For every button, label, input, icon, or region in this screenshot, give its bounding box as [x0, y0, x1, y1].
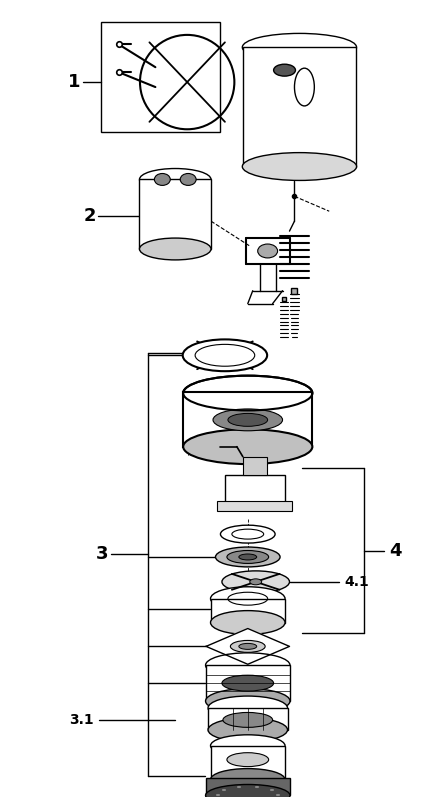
Text: 3: 3 — [96, 545, 109, 563]
Ellipse shape — [210, 735, 285, 757]
Ellipse shape — [249, 579, 261, 585]
Bar — [139, 179, 210, 249]
Ellipse shape — [213, 409, 282, 430]
Ellipse shape — [230, 641, 265, 652]
Ellipse shape — [273, 64, 295, 76]
Text: 4: 4 — [388, 542, 400, 560]
Bar — [210, 598, 284, 622]
Text: 4.1: 4.1 — [343, 575, 368, 589]
Ellipse shape — [222, 675, 273, 691]
Bar — [216, 502, 292, 511]
Ellipse shape — [139, 238, 210, 260]
Bar — [207, 708, 287, 730]
Ellipse shape — [220, 525, 274, 543]
Ellipse shape — [182, 339, 267, 371]
Ellipse shape — [154, 174, 170, 186]
Bar — [183, 392, 312, 446]
Ellipse shape — [210, 610, 285, 634]
Text: 2: 2 — [83, 207, 95, 226]
Bar — [101, 22, 219, 132]
Ellipse shape — [294, 68, 314, 106]
Ellipse shape — [226, 753, 268, 766]
Bar — [210, 746, 284, 779]
Polygon shape — [206, 629, 289, 664]
Ellipse shape — [180, 174, 196, 186]
Ellipse shape — [205, 785, 289, 800]
Bar — [225, 474, 284, 504]
Ellipse shape — [205, 653, 289, 678]
Bar — [242, 47, 355, 166]
Ellipse shape — [139, 169, 210, 190]
Ellipse shape — [222, 713, 272, 727]
Ellipse shape — [207, 718, 287, 742]
Ellipse shape — [222, 571, 289, 593]
Ellipse shape — [242, 34, 356, 62]
Ellipse shape — [238, 643, 256, 650]
Bar — [206, 778, 289, 795]
Bar — [242, 457, 266, 474]
Ellipse shape — [242, 153, 356, 181]
Ellipse shape — [210, 769, 285, 790]
Ellipse shape — [183, 376, 312, 410]
Ellipse shape — [215, 547, 279, 567]
Ellipse shape — [183, 430, 312, 464]
Ellipse shape — [227, 414, 267, 426]
Ellipse shape — [238, 554, 256, 560]
Ellipse shape — [205, 689, 289, 714]
Bar — [206, 666, 289, 701]
Ellipse shape — [226, 550, 268, 563]
Ellipse shape — [257, 244, 277, 258]
Text: 1: 1 — [68, 73, 81, 91]
Text: 3.1: 3.1 — [69, 713, 93, 727]
Ellipse shape — [210, 586, 285, 610]
Ellipse shape — [207, 696, 287, 720]
